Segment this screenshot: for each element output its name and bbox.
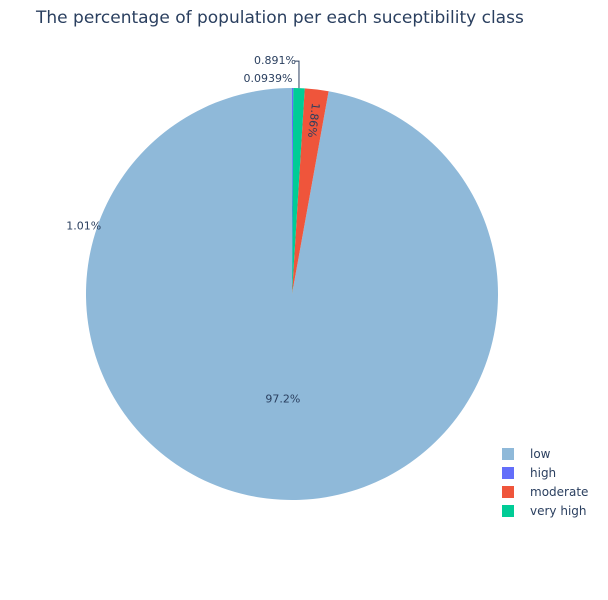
slice-label-high: 0.0939% <box>244 72 293 85</box>
legend-swatch-high <box>502 466 514 479</box>
slice-label-extra: 1.01% <box>66 219 101 232</box>
pie-slice-high[interactable] <box>292 88 294 294</box>
legend-swatch-very-high <box>502 504 514 517</box>
legend-item-low[interactable]: low <box>502 444 588 463</box>
legend-swatch-moderate <box>502 485 514 498</box>
legend-label-very-high: very high <box>530 503 587 518</box>
leader-line-very-high <box>294 60 300 89</box>
legend-label-moderate: moderate <box>530 484 589 499</box>
legend-swatch-low <box>502 447 514 460</box>
legend-label-low: low <box>530 446 551 461</box>
legend-item-moderate[interactable]: moderate <box>502 482 588 501</box>
pie-slice-moderate[interactable] <box>292 88 329 295</box>
legend-label-high: high <box>530 465 557 480</box>
slice-label-low: 97.2% <box>265 393 300 406</box>
slice-label-moderate: 1.86% <box>305 102 322 138</box>
legend-item-high[interactable]: high <box>502 463 588 482</box>
pie-slice-very-high[interactable] <box>292 88 305 294</box>
chart-title: The percentage of population per each su… <box>36 8 524 28</box>
legend-item-very-high[interactable]: very high <box>502 501 588 520</box>
legend: low high moderate very high <box>502 444 588 520</box>
slice-label-very-high: 0.891% <box>254 54 296 67</box>
